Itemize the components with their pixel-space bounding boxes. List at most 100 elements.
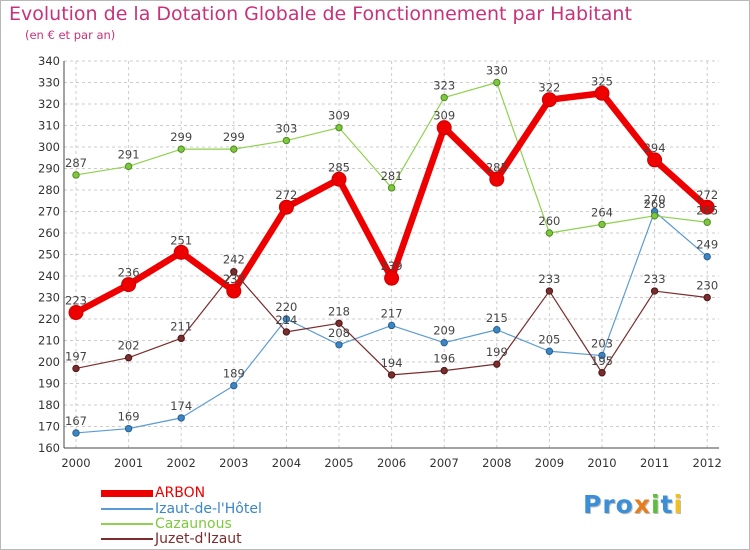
- data-point-arbon-2000: [68, 305, 84, 321]
- data-point-arbon-2006: [384, 270, 400, 286]
- data-point-arbon-2005: [331, 171, 347, 187]
- data-label-arbon-2000: 223: [65, 294, 87, 308]
- data-point-juzet-2010: [598, 369, 606, 377]
- data-label-cazaunous-2000: 287: [65, 156, 87, 170]
- x-tick-label: 2011: [640, 456, 669, 470]
- data-label-arbon-2010: 325: [591, 74, 613, 88]
- data-point-arbon-2008: [489, 171, 505, 187]
- data-label-arbon-2009: 322: [538, 81, 560, 95]
- data-point-izaut-2012: [703, 252, 711, 261]
- x-tick-label: 2003: [219, 456, 248, 470]
- data-point-juzet-2008: [493, 360, 501, 368]
- proxiti-logo: Proxiti: [583, 490, 684, 519]
- data-label-juzet-2006: 194: [381, 356, 403, 370]
- data-label-juzet-2001: 202: [118, 339, 140, 353]
- data-label-cazaunous-2006: 281: [381, 169, 403, 183]
- data-label-arbon-2007: 309: [433, 109, 455, 123]
- data-label-cazaunous-2002: 299: [170, 130, 192, 144]
- data-point-arbon-2001: [121, 277, 137, 293]
- data-point-izaut-2003: [230, 381, 238, 390]
- legend-swatch-juzet: [101, 538, 153, 540]
- data-label-arbon-2001: 236: [118, 266, 140, 280]
- data-point-izaut-2009: [545, 347, 554, 355]
- data-label-izaut-2008: 215: [486, 311, 508, 325]
- y-tick-label: 200: [38, 355, 60, 369]
- data-label-arbon-2006: 239: [381, 259, 403, 273]
- data-point-juzet-2009: [545, 287, 554, 295]
- y-tick-label: 340: [38, 54, 60, 68]
- data-point-arbon-2011: [647, 152, 663, 168]
- data-label-arbon-2002: 251: [170, 233, 192, 247]
- data-point-cazaunous-2006: [387, 184, 396, 192]
- y-tick-label: 270: [38, 205, 60, 219]
- data-label-arbon-2003: 233: [223, 272, 245, 286]
- x-tick-label: 2012: [693, 456, 722, 470]
- data-point-izaut-2004: [282, 315, 291, 323]
- data-label-izaut-2011: 270: [644, 193, 666, 207]
- data-point-izaut-2010: [598, 351, 606, 360]
- legend-label-cazaunous: Cazaunous: [155, 516, 232, 532]
- data-label-juzet-2005: 218: [328, 304, 350, 318]
- y-tick-label: 310: [38, 119, 60, 133]
- chart-title: Evolution de la Dotation Globale de Fonc…: [9, 3, 632, 25]
- y-tick-label: 160: [38, 441, 60, 455]
- data-label-izaut-2009: 205: [538, 332, 560, 346]
- data-label-arbon-2008: 285: [486, 160, 508, 174]
- data-label-juzet-2012: 230: [696, 279, 718, 293]
- data-point-juzet-2003: [230, 268, 238, 276]
- data-point-cazaunous-2003: [230, 145, 238, 153]
- data-point-izaut-2005: [335, 341, 343, 349]
- y-tick-label: 300: [38, 140, 60, 154]
- data-point-arbon-2007: [436, 120, 452, 136]
- data-point-cazaunous-2010: [598, 220, 606, 229]
- data-point-juzet-2005: [335, 319, 343, 327]
- data-label-izaut-2010: 203: [591, 337, 613, 351]
- data-point-arbon-2004: [278, 199, 294, 215]
- data-label-cazaunous-2003: 299: [223, 130, 245, 144]
- data-point-arbon-2012: [699, 199, 715, 215]
- data-label-juzet-2004: 214: [275, 313, 297, 327]
- x-tick-label: 2006: [377, 456, 406, 470]
- legend-label-juzet: Juzet-d'Izaut: [155, 531, 242, 547]
- data-label-izaut-2003: 189: [223, 367, 245, 381]
- y-tick-label: 320: [38, 97, 60, 111]
- data-label-cazaunous-2010: 264: [591, 205, 613, 219]
- x-tick-label: 2008: [482, 456, 511, 470]
- data-label-juzet-2011: 233: [644, 272, 666, 286]
- y-tick-label: 260: [38, 226, 60, 240]
- data-label-izaut-2000: 167: [65, 414, 87, 428]
- data-label-juzet-2002: 211: [170, 319, 192, 333]
- data-label-juzet-2000: 197: [65, 349, 87, 363]
- y-tick-label: 190: [38, 377, 60, 391]
- data-point-izaut-2000: [72, 429, 80, 437]
- data-point-cazaunous-2008: [493, 78, 501, 87]
- data-point-cazaunous-2005: [335, 123, 343, 132]
- data-label-izaut-2007: 209: [433, 324, 455, 338]
- data-label-cazaunous-2011: 268: [644, 197, 666, 211]
- legend-swatch-cazaunous: [101, 523, 153, 525]
- legend-label-arbon: ARBON: [155, 485, 206, 501]
- y-tick-label: 240: [38, 269, 60, 283]
- legend-swatch-arbon: [101, 490, 153, 497]
- data-label-juzet-2009: 233: [538, 272, 560, 286]
- data-label-arbon-2004: 272: [275, 188, 297, 202]
- data-label-cazaunous-2001: 291: [118, 147, 140, 161]
- data-point-juzet-2002: [177, 334, 185, 343]
- data-point-arbon-2003: [226, 283, 242, 299]
- y-tick-label: 290: [38, 162, 60, 176]
- data-point-izaut-2002: [177, 414, 185, 422]
- data-point-juzet-2011: [650, 287, 659, 295]
- x-tick-label: 2010: [587, 456, 616, 470]
- y-tick-label: 180: [38, 398, 60, 412]
- x-tick-label: 2001: [114, 456, 143, 470]
- data-point-arbon-2002: [173, 244, 189, 260]
- data-label-izaut-2004: 220: [275, 300, 297, 314]
- x-tick-label: 2004: [272, 456, 301, 470]
- data-point-juzet-2004: [282, 328, 291, 336]
- y-tick-label: 210: [38, 334, 60, 348]
- data-point-juzet-2012: [703, 293, 711, 302]
- legend-label-izaut: Izaut-de-l'Hôtel: [155, 501, 262, 517]
- x-tick-label: 2007: [430, 456, 459, 470]
